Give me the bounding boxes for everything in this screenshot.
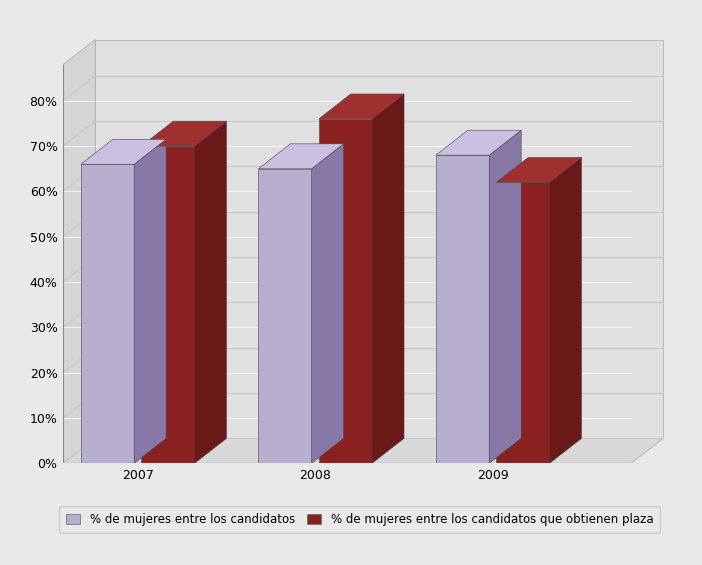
Polygon shape xyxy=(436,131,521,155)
Legend: % de mujeres entre los candidatos, % de mujeres entre los candidatos que obtiene: % de mujeres entre los candidatos, % de … xyxy=(59,506,661,533)
Polygon shape xyxy=(496,158,581,182)
Polygon shape xyxy=(372,94,404,463)
Polygon shape xyxy=(141,121,227,146)
Polygon shape xyxy=(258,144,344,169)
Polygon shape xyxy=(258,169,312,463)
Polygon shape xyxy=(550,158,581,463)
Polygon shape xyxy=(134,140,166,463)
Polygon shape xyxy=(95,40,663,438)
Polygon shape xyxy=(496,182,550,463)
Polygon shape xyxy=(141,146,194,463)
Polygon shape xyxy=(81,164,134,463)
Polygon shape xyxy=(81,140,166,164)
Polygon shape xyxy=(63,40,95,463)
Polygon shape xyxy=(319,119,372,463)
Polygon shape xyxy=(194,121,227,463)
Polygon shape xyxy=(312,144,344,463)
Polygon shape xyxy=(63,438,663,463)
Polygon shape xyxy=(489,131,521,463)
Polygon shape xyxy=(436,155,489,463)
Polygon shape xyxy=(319,94,404,119)
